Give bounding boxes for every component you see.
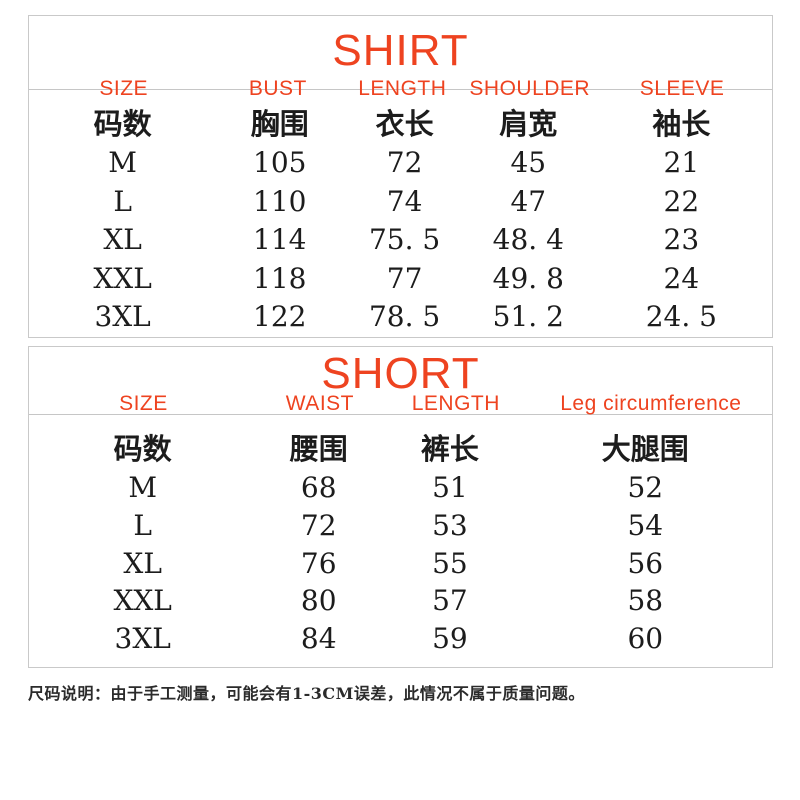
table-cell: 122 <box>253 300 307 333</box>
shirt-size-table: SHIRT SIZE BUST LENGTH SHOULDER SLEEVE 码… <box>28 15 773 338</box>
table-row: M 105 72 45 21 <box>29 144 772 183</box>
table-cell: 114 <box>253 223 307 256</box>
shirt-header-divider <box>29 89 772 90</box>
column-header-bust: BUST <box>248 77 307 100</box>
table-cell: 53 <box>432 508 468 542</box>
column-header-sleeve-zh: 袖长 <box>652 107 711 141</box>
table-cell: 24 <box>663 261 700 295</box>
table-cell: 60 <box>627 622 664 656</box>
table-cell: 48. 4 <box>492 223 564 256</box>
table-cell: XL <box>123 546 162 580</box>
table-cell: 54 <box>627 508 664 542</box>
table-cell: 76 <box>300 546 337 580</box>
shirt-table-body: M 105 72 45 21 L 110 74 47 22 XL 114 75.… <box>29 144 772 337</box>
table-cell: 74 <box>386 184 423 218</box>
table-cell: M <box>108 146 137 179</box>
table-cell: 75. 5 <box>368 223 441 256</box>
shirt-chinese-header-row: 码数 胸围 衣长 肩宽 袖长 <box>29 107 772 141</box>
table-row: M 68 51 52 <box>29 469 772 507</box>
column-header-length: LENGTH <box>411 392 500 415</box>
table-row: L 72 53 54 <box>29 507 772 545</box>
table-cell: 105 <box>253 146 307 179</box>
table-cell: 110 <box>253 184 307 218</box>
table-cell: 24. 5 <box>645 300 717 333</box>
column-header-length-zh: 衣长 <box>375 107 434 141</box>
short-english-header-row: SIZE WAIST LENGTH Leg circumference <box>29 391 772 417</box>
table-row: XXL 80 57 58 <box>29 582 772 620</box>
column-header-waist: WAIST <box>285 392 354 415</box>
table-cell: 56 <box>627 546 664 580</box>
table-row: XL 76 55 56 <box>29 545 772 583</box>
short-size-table: SHORT SIZE WAIST LENGTH Leg circumferenc… <box>28 346 773 668</box>
table-row: 3XL 122 78. 5 51. 2 24. 5 <box>29 298 772 337</box>
table-cell: 118 <box>253 261 307 295</box>
table-cell: 68 <box>300 471 337 504</box>
table-cell: L <box>133 508 152 542</box>
short-table-body: M 68 51 52 L 72 53 54 XL 76 55 56 XXL 80… <box>29 469 772 658</box>
table-row: XXL 118 77 49. 8 24 <box>29 260 772 299</box>
column-header-length-zh: 裤长 <box>420 432 479 466</box>
column-header-length: LENGTH <box>358 77 447 100</box>
table-cell: XL <box>103 223 142 256</box>
table-cell: 23 <box>663 223 700 256</box>
table-cell: 21 <box>663 146 700 179</box>
short-table-title: SHORT <box>321 349 480 398</box>
table-cell: 72 <box>300 508 337 542</box>
table-cell: 77 <box>386 261 423 295</box>
table-cell: 80 <box>300 584 337 618</box>
table-cell: 47 <box>510 184 547 218</box>
column-header-size-zh: 码数 <box>113 432 172 466</box>
table-row: L 110 74 47 22 <box>29 183 772 222</box>
table-cell: 49. 8 <box>492 261 564 295</box>
short-chinese-header-row: 码数 腰围 裤长 大腿围 <box>29 432 772 466</box>
size-note-text: 尺码说明：由于手工测量，可能会有1-3CM误差，此情况不属于质量问题。 <box>28 684 585 703</box>
table-cell: 72 <box>386 146 423 179</box>
short-header-divider <box>29 414 772 415</box>
column-header-size: SIZE <box>119 392 168 415</box>
table-cell: 55 <box>432 546 468 580</box>
shirt-english-header-row: SIZE BUST LENGTH SHOULDER SLEEVE <box>29 76 772 102</box>
table-cell: 58 <box>627 584 664 618</box>
table-cell: 51 <box>432 471 468 504</box>
table-cell: 78. 5 <box>368 300 441 333</box>
column-header-shoulder: SHOULDER <box>469 77 591 100</box>
column-header-leg-circumference-zh: 大腿围 <box>601 432 689 466</box>
column-header-shoulder-zh: 肩宽 <box>499 107 558 141</box>
column-header-sleeve: SLEEVE <box>639 77 725 100</box>
table-cell: L <box>113 184 132 218</box>
column-header-size-zh: 码数 <box>93 107 152 141</box>
table-cell: 45 <box>510 146 547 179</box>
column-header-bust-zh: 胸围 <box>250 107 309 141</box>
table-cell: 59 <box>432 622 468 656</box>
table-cell: 3XL <box>94 300 151 333</box>
table-cell: 57 <box>432 584 468 618</box>
table-cell: 3XL <box>114 622 171 656</box>
table-cell: 51. 2 <box>492 300 564 333</box>
column-header-waist-zh: 腰围 <box>289 432 348 466</box>
table-cell: 22 <box>663 184 700 218</box>
column-header-size: SIZE <box>99 77 149 100</box>
shirt-table-title: SHIRT <box>332 26 469 75</box>
table-cell: M <box>128 471 157 504</box>
table-cell: XXL <box>113 584 172 618</box>
table-row: XL 114 75. 5 48. 4 23 <box>29 221 772 260</box>
table-cell: 52 <box>627 471 664 504</box>
column-header-leg-circumference: Leg circumference <box>560 392 742 415</box>
table-cell: 84 <box>300 622 337 656</box>
table-row: 3XL 84 59 60 <box>29 620 772 658</box>
table-cell: XXL <box>93 261 152 295</box>
